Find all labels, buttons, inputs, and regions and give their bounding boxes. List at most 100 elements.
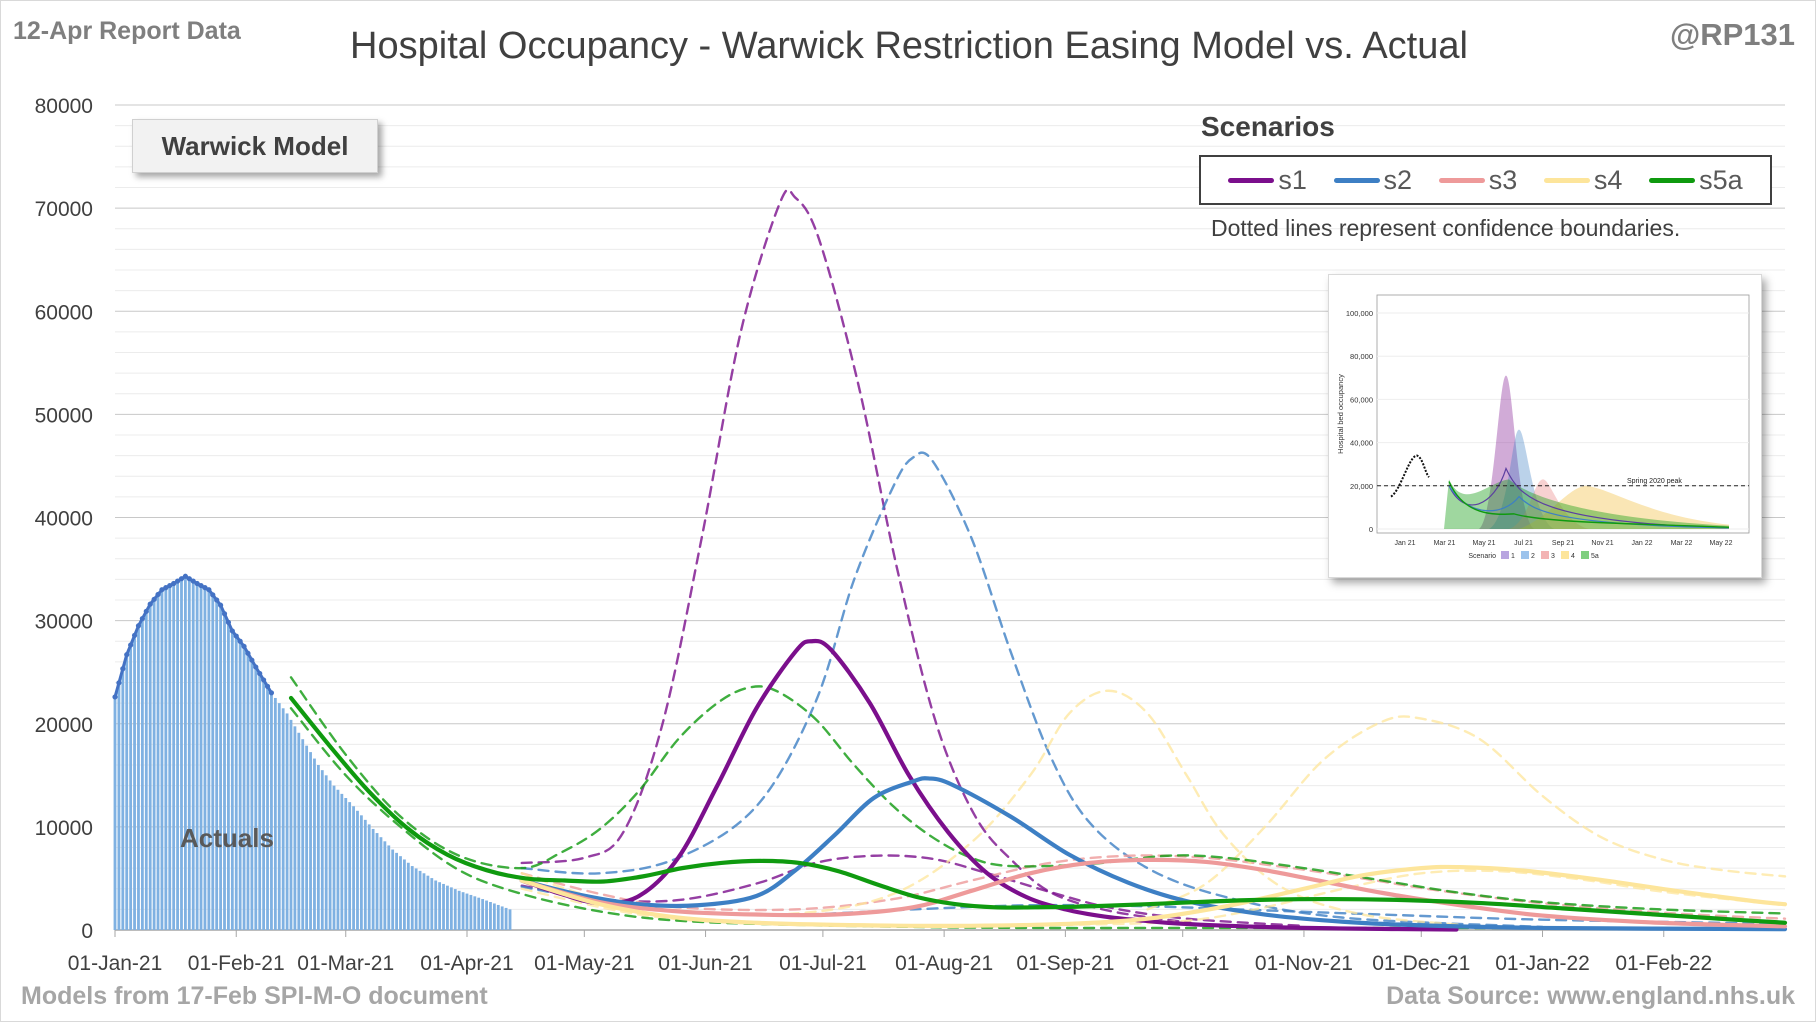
y-tick-label: 30000 [35, 611, 93, 634]
author-handle: @RP131 [1669, 17, 1795, 52]
legend-label-s1: s1 [1278, 164, 1307, 195]
actual-bar [113, 696, 117, 930]
actual-bar [180, 578, 183, 930]
actual-bar [438, 882, 442, 930]
actual-dot [167, 582, 173, 589]
x-tick-label: 01-Feb-21 [188, 952, 285, 975]
actual-dot [190, 578, 196, 584]
inset-legend-swatch [1581, 551, 1589, 559]
actual-dot [112, 694, 118, 700]
actual-dot [155, 591, 161, 598]
actual-dot [135, 623, 142, 629]
y-tick-label: 0 [81, 920, 93, 943]
inset-band-1 [1489, 429, 1554, 529]
actual-dot [264, 683, 271, 689]
x-tick-label: 01-Mar-21 [297, 952, 394, 975]
inset-legend-label: 1 [1511, 553, 1515, 560]
inset-y-tick: 100,000 [1346, 309, 1373, 318]
actual-bar [230, 630, 234, 930]
series-line-s5a-upper [289, 676, 1787, 915]
actual-bar [348, 802, 352, 930]
actual-dot [237, 638, 243, 644]
inset-y-tick: 80,000 [1350, 352, 1373, 361]
actual-bar [328, 780, 332, 930]
actual-bar [137, 625, 140, 930]
actual-bar [332, 785, 336, 930]
inset-line-s1 [1448, 466, 1730, 529]
inset-legend-swatch [1501, 551, 1509, 559]
y-tick-label: 70000 [35, 198, 93, 221]
inset-x-tick: Jul 21 [1514, 540, 1533, 547]
series-line-s1-lower [520, 854, 1306, 928]
actual-bar [297, 732, 301, 930]
series-line-s4-upper-2 [1146, 715, 1787, 911]
actual-bar [449, 887, 453, 930]
inset-legend-label: 3 [1551, 553, 1555, 560]
actual-dot [257, 670, 263, 677]
legend-label-s3: s3 [1488, 164, 1518, 195]
actual-bar [285, 713, 289, 930]
actual-bar [133, 635, 136, 930]
actual-bar [391, 849, 395, 930]
actual-bar [309, 752, 312, 930]
legend-swatch-s4 [1543, 177, 1590, 183]
inset-peak-label: Spring 2020 peak [1627, 478, 1682, 485]
actual-bar [406, 862, 410, 930]
actual-bar [293, 726, 297, 930]
actual-dot [249, 657, 255, 663]
inset-x-tick: Mar 21 [1434, 540, 1456, 547]
actual-bar [203, 587, 207, 930]
actual-dot [253, 664, 259, 670]
actual-bar [242, 646, 246, 930]
inset-legend-swatch [1521, 551, 1529, 559]
actual-dot [221, 611, 228, 617]
inset-band-4 [1444, 479, 1729, 529]
actual-bar [344, 798, 348, 930]
y-tick-label: 40000 [35, 508, 93, 531]
legend-title: Scenarios [1201, 111, 1335, 142]
actual-bar [301, 739, 305, 930]
actual-bar [223, 613, 226, 930]
actual-bar [207, 589, 211, 930]
legend-item-s5a: s5a [1649, 165, 1743, 196]
actual-bar [262, 679, 266, 930]
actual-bar [410, 866, 414, 930]
actual-bar [266, 686, 269, 930]
inset-x-tick: May 22 [1710, 540, 1733, 547]
actual-bar [492, 903, 496, 930]
actual-bar [430, 878, 434, 930]
actual-bar [457, 890, 461, 930]
actual-bar [234, 636, 238, 930]
actual-bar [156, 594, 160, 930]
actual-dot [178, 576, 185, 582]
actual-dot [210, 592, 216, 598]
x-tick-label: 01-Nov-21 [1255, 952, 1353, 975]
chart-title: Hospital Occupancy - Warwick Restriction… [350, 25, 1468, 67]
inset-y-tick: 60,000 [1350, 395, 1373, 404]
inset-line-s5a [1448, 481, 1730, 528]
actual-bar [371, 828, 375, 930]
actual-bar [442, 883, 445, 930]
inset-x-tick: Sep 21 [1552, 540, 1574, 547]
actual-bar [496, 904, 500, 930]
actual-bar [148, 604, 152, 930]
inset-x-tick: Jan 21 [1394, 540, 1415, 547]
actual-bar [461, 892, 465, 930]
legend-swatch-s3 [1438, 177, 1485, 183]
actual-bar [324, 775, 328, 930]
actual-bar [258, 673, 262, 930]
actual-bar [160, 589, 164, 930]
inset-x-tick: May 21 [1473, 540, 1496, 547]
actual-dot [194, 580, 200, 587]
actual-bar [191, 581, 195, 930]
actual-bar [446, 885, 449, 930]
actual-bar [489, 902, 492, 930]
inset-legend-label: 4 [1571, 553, 1575, 560]
actual-bar [473, 896, 477, 930]
actual-dot [202, 585, 208, 591]
report-date-label: 12-Apr Report Data [13, 17, 241, 45]
actual-bar [219, 605, 223, 930]
actual-dot [217, 602, 224, 608]
y-tick-label: 20000 [35, 714, 93, 737]
